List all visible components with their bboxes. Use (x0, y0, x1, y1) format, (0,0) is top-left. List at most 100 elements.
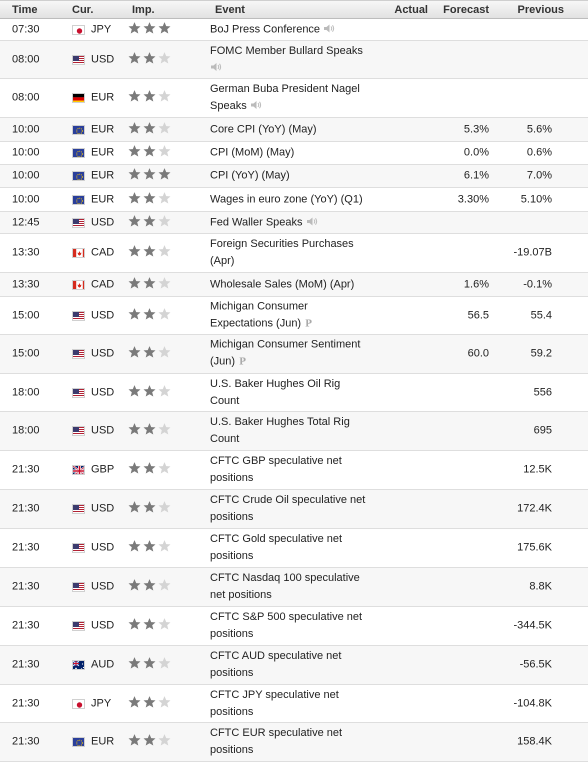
table-row[interactable]: 10:00 EUR Wages in euro zone (YoY) (Q1) 3.3… (0, 188, 588, 212)
table-row[interactable]: 10:00 EUR Core CPI (YoY) (May) 5.3% 5.6% (0, 118, 588, 142)
importance-rating (128, 540, 173, 557)
event-name-line: positions (210, 705, 254, 718)
event-name[interactable]: Fed Waller Speaks (210, 214, 370, 231)
event-name[interactable]: Wholesale Sales (MoM) (Apr) (210, 276, 370, 293)
previous-value: 172.4K (517, 502, 552, 515)
event-time: 21:30 (12, 735, 40, 748)
table-row[interactable]: 12:45 USD Fed Waller Speaks (0, 212, 588, 234)
star-icon (143, 384, 156, 397)
event-name[interactable]: BoJ Press Conference (210, 21, 370, 38)
event-name[interactable]: CFTC Nasdaq 100 speculative net positions (210, 570, 370, 604)
event-name-line: CFTC Gold speculative net (210, 533, 343, 545)
event-name[interactable]: CFTC S&P 500 speculative net positions (210, 609, 370, 643)
event-name[interactable]: CFTC AUD speculative net positions (210, 648, 370, 682)
event-name[interactable]: CFTC GBP speculative net positions (210, 453, 370, 487)
table-row[interactable]: 18:00 USD U.S. Baker Hughes Total Rig Count… (0, 412, 588, 451)
event-name[interactable]: CPI (MoM) (May) (210, 145, 370, 162)
importance-rating (128, 618, 173, 635)
importance-rating (128, 90, 173, 107)
event-name[interactable]: Foreign Securities Purchases (Apr) (210, 236, 370, 270)
header-previous[interactable]: Previous (517, 4, 564, 16)
importance-rating (128, 51, 173, 68)
event-name-line: CFTC EUR speculative net (210, 727, 343, 739)
currency-code: USD (91, 619, 115, 632)
table-row[interactable]: 21:30 USD CFTC S&P 500 speculative net posi… (0, 607, 588, 646)
flag-us-icon (72, 217, 85, 228)
event-time: 21:30 (12, 541, 40, 554)
table-row[interactable]: 21:30 AUD CFTC AUD speculative net position… (0, 646, 588, 685)
table-row[interactable]: 08:00 USD FOMC Member Bullard Speaks (0, 41, 588, 79)
table-row[interactable]: 21:30 USD CFTC Nasdaq 100 speculative net p… (0, 568, 588, 607)
table-row[interactable]: 08:00 EUR German Buba President Nagel Speak… (0, 79, 588, 118)
importance-rating (128, 307, 173, 324)
header-currency[interactable]: Cur. (72, 4, 94, 16)
speaker-icon (210, 61, 222, 71)
event-name[interactable]: Wages in euro zone (YoY) (Q1) (210, 191, 370, 208)
currency-code: CAD (91, 278, 115, 290)
event-time: 18:00 (12, 424, 40, 437)
event-name-line: CFTC Nasdaq 100 speculative (210, 572, 360, 584)
importance-rating (128, 121, 173, 138)
table-row[interactable]: 15:00 USD Michigan Consumer Expectations (J… (0, 297, 588, 335)
table-row[interactable]: 21:30 JPY CFTC JPY speculative net position… (0, 685, 588, 723)
event-name[interactable]: CFTC JPY speculative net positions (210, 687, 370, 721)
previous-value: 12.5K (523, 463, 552, 476)
table-row[interactable]: 21:30 USD CFTC Crude Oil speculative net po… (0, 490, 588, 529)
event-name[interactable]: U.S. Baker Hughes Oil Rig Count (210, 376, 370, 410)
star-icon (128, 276, 141, 289)
star-icon (143, 657, 156, 670)
header-event[interactable]: Event (215, 4, 245, 16)
event-name[interactable]: CFTC Crude Oil speculative net positions (210, 492, 370, 526)
star-icon (143, 245, 156, 258)
event-name[interactable]: CPI (YoY) (May) (210, 168, 370, 185)
currency-code: USD (91, 424, 115, 437)
star-icon (158, 462, 171, 475)
flag-eu-icon (72, 171, 85, 181)
event-name[interactable]: Core CPI (YoY) (May) (210, 121, 370, 138)
forecast-value: 56.5 (467, 309, 489, 321)
event-name[interactable]: FOMC Member Bullard Speaks (210, 43, 370, 77)
table-row[interactable]: 13:30 CAD Foreign Securities Purchases (Apr… (0, 234, 588, 273)
event-time: 21:30 (12, 463, 40, 476)
star-icon (128, 734, 141, 747)
event-name[interactable]: CFTC Gold speculative net positions (210, 531, 370, 565)
header-time[interactable]: Time (12, 4, 38, 16)
table-row[interactable]: 07:30 JPY BoJ Press Conference (0, 19, 588, 41)
flag-eu-icon (72, 124, 85, 135)
event-name-line: CFTC GBP speculative net (210, 455, 342, 467)
table-row[interactable]: 21:30 USD CFTC Gold speculative net positio… (0, 529, 588, 568)
event-name-line: positions (210, 472, 254, 484)
event-time: 21:30 (12, 658, 40, 671)
importance-rating (128, 384, 173, 401)
event-name[interactable]: U.S. Baker Hughes Total Rig Count (210, 414, 370, 448)
star-icon (143, 734, 156, 747)
event-name[interactable]: German Buba President Nagel Speaks (210, 81, 370, 115)
event-name-line: CFTC S&P 500 speculative net (210, 611, 363, 623)
event-time: 13:30 (12, 278, 40, 290)
event-name-line: Wholesale Sales (MoM) (Apr) (210, 278, 355, 290)
table-row[interactable]: 18:00 USD U.S. Baker Hughes Oil Rig Count 55… (0, 374, 588, 412)
star-icon (158, 734, 171, 747)
event-name-line: Core CPI (YoY) (May) (210, 123, 317, 135)
header-importance[interactable]: Imp. (132, 4, 155, 16)
header-forecast[interactable]: Forecast (443, 4, 489, 16)
event-name[interactable]: Michigan Consumer Expectations (Jun) P (210, 298, 370, 333)
flag-us-icon (72, 504, 85, 514)
event-name-line: net positions (210, 589, 272, 601)
table-row[interactable]: 10:00 EUR CPI (MoM) (May) 0.0% 0.6% (0, 142, 588, 165)
star-icon (143, 90, 156, 103)
event-name-line: positions (210, 511, 254, 523)
table-row[interactable]: 21:30 EUR CFTC EUR speculative net position… (0, 723, 588, 762)
table-row[interactable]: 21:30 GBP CFTC GBP speculative net position… (0, 451, 588, 490)
table-row[interactable]: 10:00 EUR CPI (YoY) (May) 6.1% 7.0% (0, 165, 588, 188)
currency-code: USD (91, 386, 115, 398)
table-row[interactable]: 13:30 CAD Wholesale Sales (MoM) (Apr) 1.6% -… (0, 273, 588, 297)
star-icon (128, 191, 141, 204)
header-actual[interactable]: Actual (394, 4, 428, 16)
event-name[interactable]: Michigan Consumer Sentiment (Jun) P (210, 337, 370, 372)
table-row[interactable]: 15:00 USD Michigan Consumer Sentiment (Jun)… (0, 335, 588, 374)
flag-eu-icon (72, 194, 85, 205)
currency-code: USD (91, 347, 115, 360)
star-icon (143, 540, 156, 553)
event-name[interactable]: CFTC EUR speculative net positions (210, 725, 370, 759)
